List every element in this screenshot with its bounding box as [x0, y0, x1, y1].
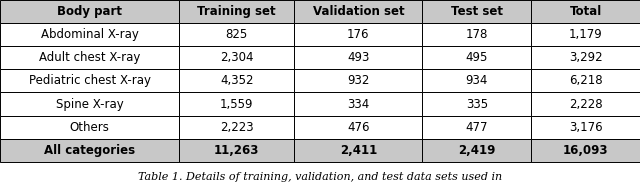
Text: Table 1. Details of training, validation, and test data sets used in: Table 1. Details of training, validation…	[138, 172, 502, 182]
